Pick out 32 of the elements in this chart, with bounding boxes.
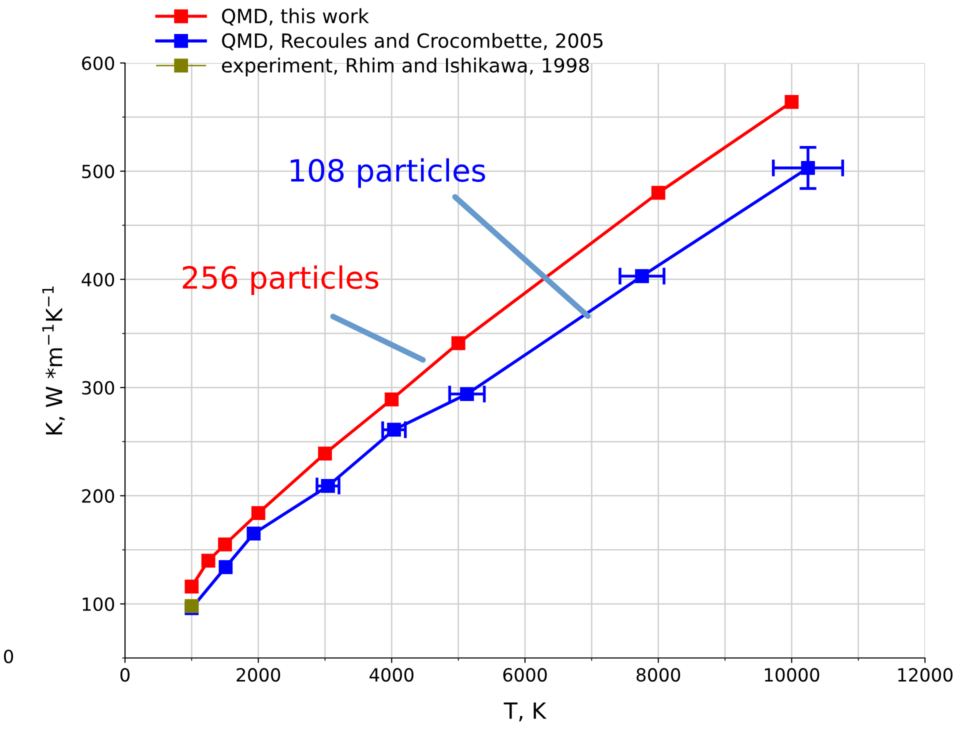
legend-label: QMD, this work — [222, 8, 370, 26]
annotation: 256 particles — [182, 265, 378, 295]
y-axis-title: K, W *m$^{−1}$K$^{−1}$ — [42, 286, 65, 434]
point — [451, 336, 466, 350]
point — [384, 392, 399, 406]
text: 0 — [4, 650, 14, 664]
point — [246, 526, 261, 541]
x-tick-label: 8000 — [636, 668, 680, 682]
x-tick-label: 2000 — [236, 668, 280, 682]
annotation: 108 particles — [290, 158, 486, 188]
point — [218, 537, 232, 552]
x-tick-label: 4000 — [370, 668, 414, 682]
point — [651, 186, 666, 200]
x-tick-label: 12000 — [898, 668, 953, 682]
y-tick-label: 400 — [82, 272, 114, 286]
y-tick-label: 100 — [82, 597, 114, 612]
y-tick-label: 200 — [82, 489, 114, 503]
point — [318, 446, 332, 460]
point — [184, 580, 199, 594]
x-tick-label: 0 — [120, 668, 130, 682]
y-tick-label: 500 — [82, 164, 114, 178]
point — [251, 506, 266, 520]
point — [201, 554, 216, 568]
y-tick-label: 600 — [82, 56, 114, 70]
legend-label: QMD, Recoules and Crocombette, 2005 — [222, 32, 603, 50]
point — [784, 95, 799, 109]
x-tick-label: 6000 — [503, 668, 547, 682]
point — [218, 560, 233, 574]
x-axis-title: T, K — [504, 702, 547, 722]
y-tick-label: 300 — [82, 381, 114, 395]
x-tick-label: 10000 — [764, 668, 820, 682]
legend-label: experiment, Rhim and Ishikawa, 1998 — [222, 58, 589, 76]
